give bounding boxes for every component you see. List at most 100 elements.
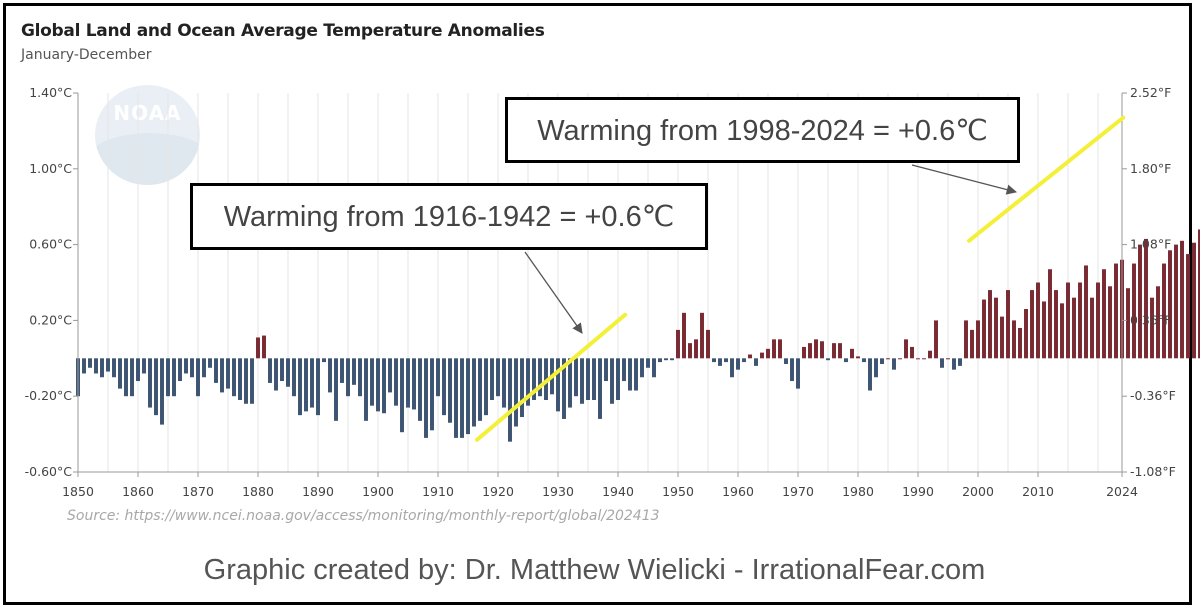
bar-1940 (616, 358, 620, 400)
bar-1871 (202, 358, 206, 378)
source-text: Source: https://www.ncei.noaa.gov/access… (67, 508, 660, 524)
bar-1921 (502, 358, 506, 408)
bar-1856 (112, 358, 116, 378)
x-tick-label: 1890 (302, 484, 334, 499)
x-tick-label: 1990 (902, 484, 934, 499)
bar-1991 (922, 358, 926, 360)
noaa-logo-wave (95, 133, 200, 185)
bar-2015 (1066, 282, 1070, 359)
bar-1863 (154, 358, 158, 416)
bar-1889 (310, 358, 314, 408)
bar-2034 (1180, 240, 1184, 359)
bar-1906 (412, 358, 416, 410)
bar-2010 (1036, 282, 1040, 359)
bar-1865 (166, 358, 170, 397)
axes: 1.40°C 1.00°C 0.60°C 0.20°C -0.20°C -0.60°C 2.… (25, 85, 1176, 499)
bar-1860 (136, 358, 140, 382)
bar-1888 (304, 358, 308, 412)
bar-1894 (340, 358, 344, 383)
bar-2011 (1042, 301, 1046, 359)
bar-1955 (706, 329, 710, 359)
bar-1969 (790, 358, 794, 382)
bar-2018 (1084, 265, 1088, 359)
bar-1982 (868, 358, 872, 391)
bar-1909 (430, 358, 434, 431)
bar-1993 (934, 320, 938, 359)
x-tick-label: 1860 (122, 484, 154, 499)
bar-1904 (400, 358, 404, 433)
annotation-box-1916-1942: Warming from 1916-1942 = +0.6℃ (190, 183, 708, 250)
bar-1924 (520, 358, 524, 418)
bar-1952 (688, 343, 692, 359)
x-tick-label: 1910 (422, 484, 454, 499)
bar-2022 (1108, 286, 1112, 359)
bar-1937 (598, 358, 602, 419)
bar-1885 (286, 358, 290, 387)
bar-1992 (928, 350, 932, 359)
bar-1977 (838, 343, 842, 359)
bar-1970 (796, 358, 800, 389)
trend-line-2 (967, 115, 1126, 243)
bar-1890 (316, 358, 320, 416)
noaa-logo: NOAA (95, 85, 200, 185)
x-tick-label: 1920 (482, 484, 514, 499)
bar-1958 (724, 358, 728, 363)
y-tick-label-left: 0.60°C (29, 237, 72, 252)
bar-1880 (256, 337, 260, 359)
bar-1891 (322, 358, 326, 363)
bar-1858 (124, 358, 128, 397)
bar-1987 (898, 358, 902, 360)
bar-2013 (1054, 290, 1058, 359)
bar-1900 (376, 358, 380, 412)
bar-2001 (982, 299, 986, 359)
bar-2036 (1192, 242, 1196, 359)
annotation-arrows (524, 164, 1018, 334)
bar-1946 (652, 358, 656, 378)
bar-1959 (730, 358, 734, 378)
x-tick-label: 1930 (542, 484, 574, 499)
x-tick-label: 1950 (662, 484, 694, 499)
bar-1974 (820, 341, 824, 359)
bar-1985 (886, 358, 890, 360)
bar-1915 (466, 358, 470, 435)
bar-1966 (772, 339, 776, 359)
bar-1998 (964, 320, 968, 359)
bar-2035 (1186, 254, 1190, 359)
bar-1895 (346, 358, 350, 397)
chart-subtitle: January-December (21, 47, 152, 63)
bar-2007 (1018, 327, 1022, 359)
bar-1960 (736, 358, 740, 370)
bar-1996 (952, 358, 956, 370)
bar-1978 (844, 358, 848, 363)
y-tick-label-right: -0.36°F (1130, 388, 1176, 403)
bar-2016 (1072, 297, 1076, 359)
trend-lines (475, 115, 1126, 442)
x-tick-label: 1880 (242, 484, 274, 499)
bar-1994 (940, 358, 944, 368)
bar-1984 (880, 358, 884, 364)
bar-1877 (238, 358, 242, 400)
bar-1981 (862, 358, 866, 363)
bar-1899 (370, 358, 374, 406)
bar-1884 (280, 358, 284, 382)
bar-1971 (802, 346, 806, 359)
bar-1892 (328, 358, 332, 393)
x-tick-label: 2000 (962, 484, 994, 499)
bar-2020 (1096, 282, 1100, 359)
bar-1968 (784, 358, 788, 364)
bar-2033 (1174, 244, 1178, 359)
y-tick-label-right: 1.80°F (1130, 161, 1171, 176)
y-tick-label-right: -1.08°F (1130, 464, 1176, 479)
bar-1912 (448, 358, 452, 423)
x-tick-label: 1970 (782, 484, 814, 499)
bar-2008 (1024, 309, 1028, 359)
bar-1973 (814, 339, 818, 359)
y-tick-label-left: -0.60°C (25, 464, 73, 479)
bar-1896 (352, 358, 356, 385)
bars (76, 229, 1200, 442)
bar-2030 (1156, 286, 1160, 359)
bar-1983 (874, 358, 878, 378)
bar-2031 (1162, 263, 1166, 359)
bar-1883 (274, 358, 278, 391)
bar-1920 (496, 358, 500, 397)
